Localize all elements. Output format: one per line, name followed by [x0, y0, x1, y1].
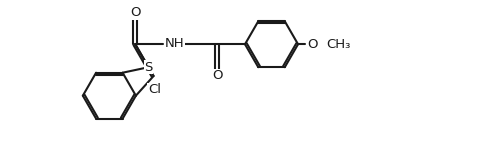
Text: S: S: [144, 61, 153, 74]
Text: Cl: Cl: [148, 83, 161, 96]
Text: NH: NH: [165, 37, 185, 50]
Text: O: O: [130, 6, 141, 19]
Text: CH₃: CH₃: [326, 38, 351, 51]
Text: O: O: [307, 38, 317, 51]
Text: O: O: [212, 69, 222, 82]
